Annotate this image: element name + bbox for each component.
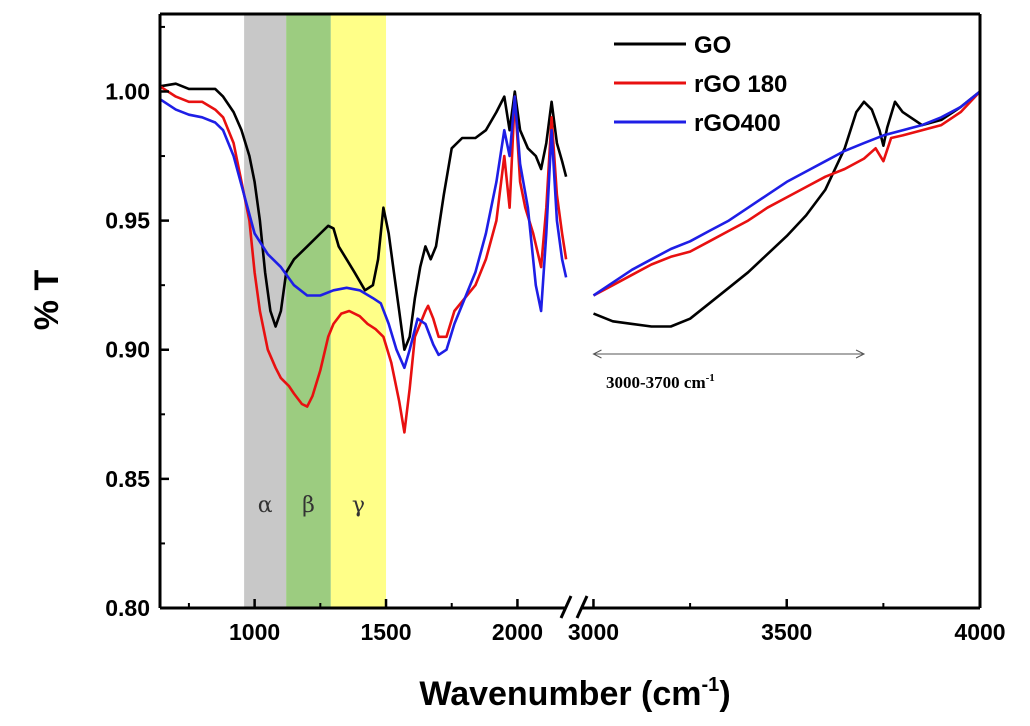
y-tick-label: 0.95 <box>105 208 150 234</box>
x-tick-label: 3000 <box>568 619 619 645</box>
shade-label-2: β <box>302 493 315 518</box>
annotation-label: 3000-3700 cm-1 <box>606 372 715 392</box>
shade-region-1 <box>244 14 287 608</box>
x-axis-title-sup: -1 <box>702 674 720 696</box>
x-tick-label: 3500 <box>761 619 812 645</box>
x-tick-label: 1000 <box>229 619 280 645</box>
x-tick-label: 2000 <box>492 619 543 645</box>
shade-label-3: γ <box>352 493 365 518</box>
axis-break-mark-2 <box>575 595 589 619</box>
series-line-rgo-180-2 <box>592 90 981 297</box>
y-tick-label: 0.85 <box>105 466 150 492</box>
tick-labels: 0.80 0.85 0.90 0.95 1.00 1000 1500 2000 3000 3500… <box>105 25 1006 645</box>
y-axis-title: % T <box>28 270 66 331</box>
axes-frame <box>158 12 982 619</box>
y-tick-label: 0.80 <box>105 595 150 621</box>
x-axis-title: Wavenumber (cm-1) <box>419 674 730 713</box>
shade-region-2 <box>286 14 331 608</box>
legend-label-1: GO <box>694 32 731 59</box>
series-lines <box>159 82 981 434</box>
x-axis-title-main: Wavenumber (cm <box>419 675 701 713</box>
annotation: 3000-3700 cm-1 <box>592 349 866 392</box>
shade-region-3 <box>330 14 387 608</box>
shaded-regions: α β γ <box>244 14 387 608</box>
annotation-label-main: 3000-3700 cm <box>606 373 706 392</box>
legend-label-2: rGO 180 <box>694 71 787 98</box>
legend: GO rGO 180 rGO400 <box>614 32 787 137</box>
y-tick-label: 0.90 <box>105 337 150 363</box>
series-line-rgo400-2 <box>592 90 981 297</box>
annotation-arrow-head-left <box>592 349 602 359</box>
axis-break-mark-1 <box>559 595 573 619</box>
x-tick-label: 4000 <box>954 619 1005 645</box>
annotation-arrow-head-right <box>855 349 866 359</box>
x-tick-label: 1500 <box>360 619 411 645</box>
x-axis-title-end: ) <box>719 675 730 713</box>
shade-label-1: α <box>258 493 273 518</box>
series-line-rgo400-1 <box>159 95 568 370</box>
legend-label-3: rGO400 <box>694 110 781 137</box>
series-line-go-2 <box>593 90 981 328</box>
y-tick-label: 1.00 <box>105 78 150 104</box>
annotation-label-sup: -1 <box>706 372 715 384</box>
